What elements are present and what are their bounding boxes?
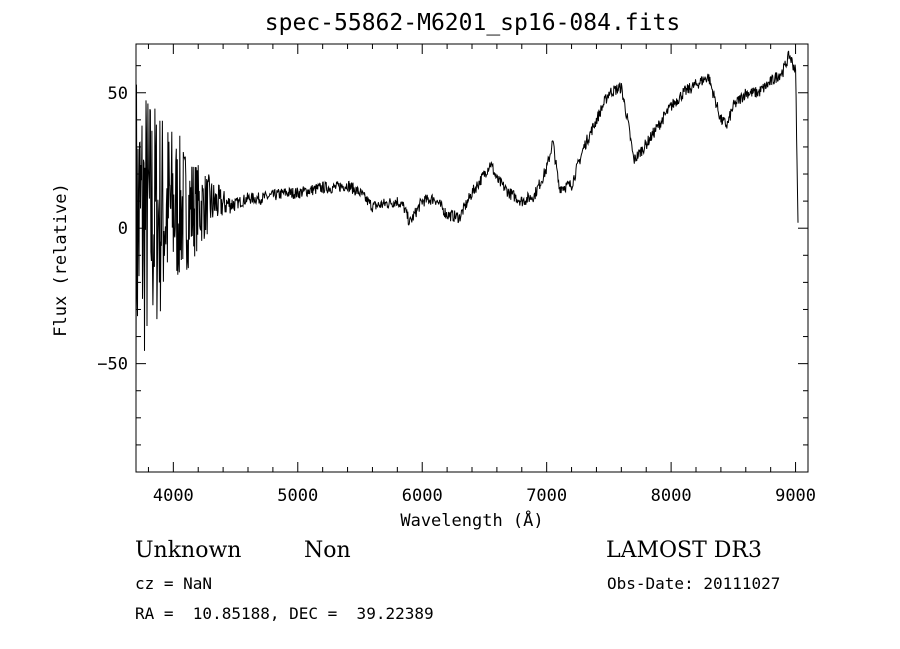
y-tick-label: 50 [108,84,128,104]
axis-ticks [136,44,808,472]
y-tick-label: 0 [118,219,128,239]
coordinates-text: RA = 10.85188, DEC = 39.22389 [135,604,434,623]
x-axis-label: Wavelength (Å) [400,511,544,531]
redshift-text: cz = NaN [135,574,213,593]
object-subclass: Non [304,538,351,563]
axis-tick-labels: 4000 5000 6000 7000 8000 9000 −50 0 50 [97,84,816,506]
y-tick-label: −50 [97,355,128,375]
plot-frame [135,43,809,473]
x-tick-label: 8000 [651,486,692,506]
x-tick-label: 9000 [775,486,816,506]
x-tick-label: 5000 [277,486,318,506]
x-tick-label: 7000 [526,486,567,506]
x-tick-label: 6000 [402,486,443,506]
y-axis-label: Flux (relative) [51,183,71,337]
spectrum-line [135,50,799,389]
chart-title: spec-55862-M6201_sp16-084.fits [264,10,681,36]
survey-name: LAMOST DR3 [606,538,762,563]
object-class: Unknown [135,538,242,563]
x-tick-label: 4000 [153,486,194,506]
obs-date-text: Obs-Date: 20111027 [607,574,781,593]
